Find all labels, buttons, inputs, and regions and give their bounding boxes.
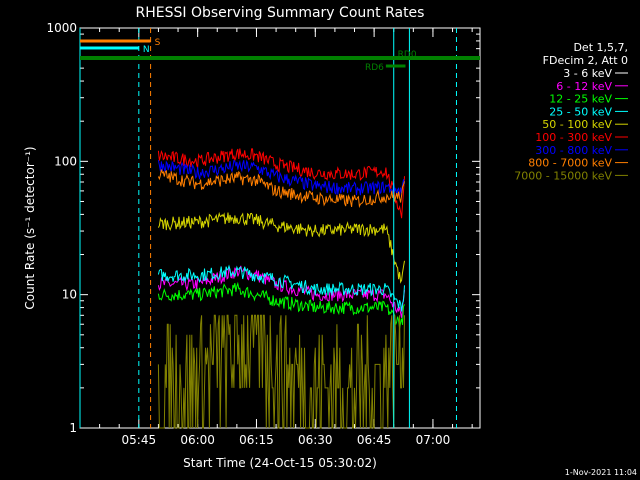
series-line bbox=[157, 148, 405, 219]
series-line bbox=[157, 264, 405, 312]
legend-entry-label: 12 - 25 keV bbox=[549, 93, 612, 106]
y-tick-label: 100 bbox=[54, 154, 77, 168]
series-line bbox=[157, 231, 405, 256]
legend-entry-label: 7000 - 15000 keV bbox=[514, 169, 612, 182]
legend-header: FDecim 2, Att 0 bbox=[543, 54, 628, 67]
series-line bbox=[157, 159, 405, 196]
legend-entry-label: 300 - 800 keV bbox=[535, 144, 612, 157]
legend-entry-label: 6 - 12 keV bbox=[556, 80, 612, 93]
legend-header: Det 1,5,7, bbox=[573, 41, 628, 54]
flag-label: RD6 bbox=[365, 63, 384, 73]
x-tick-label: 06:15 bbox=[239, 433, 274, 447]
series-line bbox=[157, 281, 405, 329]
legend-entry-label: 100 - 300 keV bbox=[535, 131, 612, 144]
legend-entry-label: 800 - 7000 keV bbox=[528, 157, 612, 170]
series-line bbox=[157, 211, 405, 284]
y-axis-label: Count Rate (s⁻¹ detector⁻¹) bbox=[23, 146, 37, 309]
flag-label: RD0 bbox=[398, 50, 417, 60]
footer-date: 1-Nov-2021 11:04 bbox=[565, 468, 637, 477]
y-tick-label: 1000 bbox=[46, 21, 77, 35]
y-tick-label: 1 bbox=[69, 421, 77, 435]
x-tick-label: 06:30 bbox=[298, 433, 333, 447]
series-line bbox=[157, 314, 405, 429]
x-tick-label: 06:45 bbox=[357, 433, 392, 447]
y-tick-label: 10 bbox=[62, 288, 77, 302]
chart-title: RHESSI Observing Summary Count Rates bbox=[136, 5, 425, 21]
x-tick-label: 05:45 bbox=[122, 433, 157, 447]
flag-label: N bbox=[143, 45, 150, 55]
x-tick-label: 07:00 bbox=[416, 433, 451, 447]
legend-entry-label: 50 - 100 keV bbox=[542, 118, 612, 131]
legend-entry-label: 3 - 6 keV bbox=[563, 67, 612, 80]
legend-entry-label: 25 - 50 keV bbox=[549, 105, 612, 118]
flag-label: S bbox=[155, 38, 161, 48]
plot-area: 1 10 100 1000 05:45 06:00 06:15 06:30 06:45 07:00… bbox=[46, 21, 481, 447]
x-axis-label: Start Time (24-Oct-15 05:30:02) bbox=[183, 456, 377, 470]
x-tick-label: 06:00 bbox=[180, 433, 215, 447]
series-line bbox=[157, 169, 405, 209]
